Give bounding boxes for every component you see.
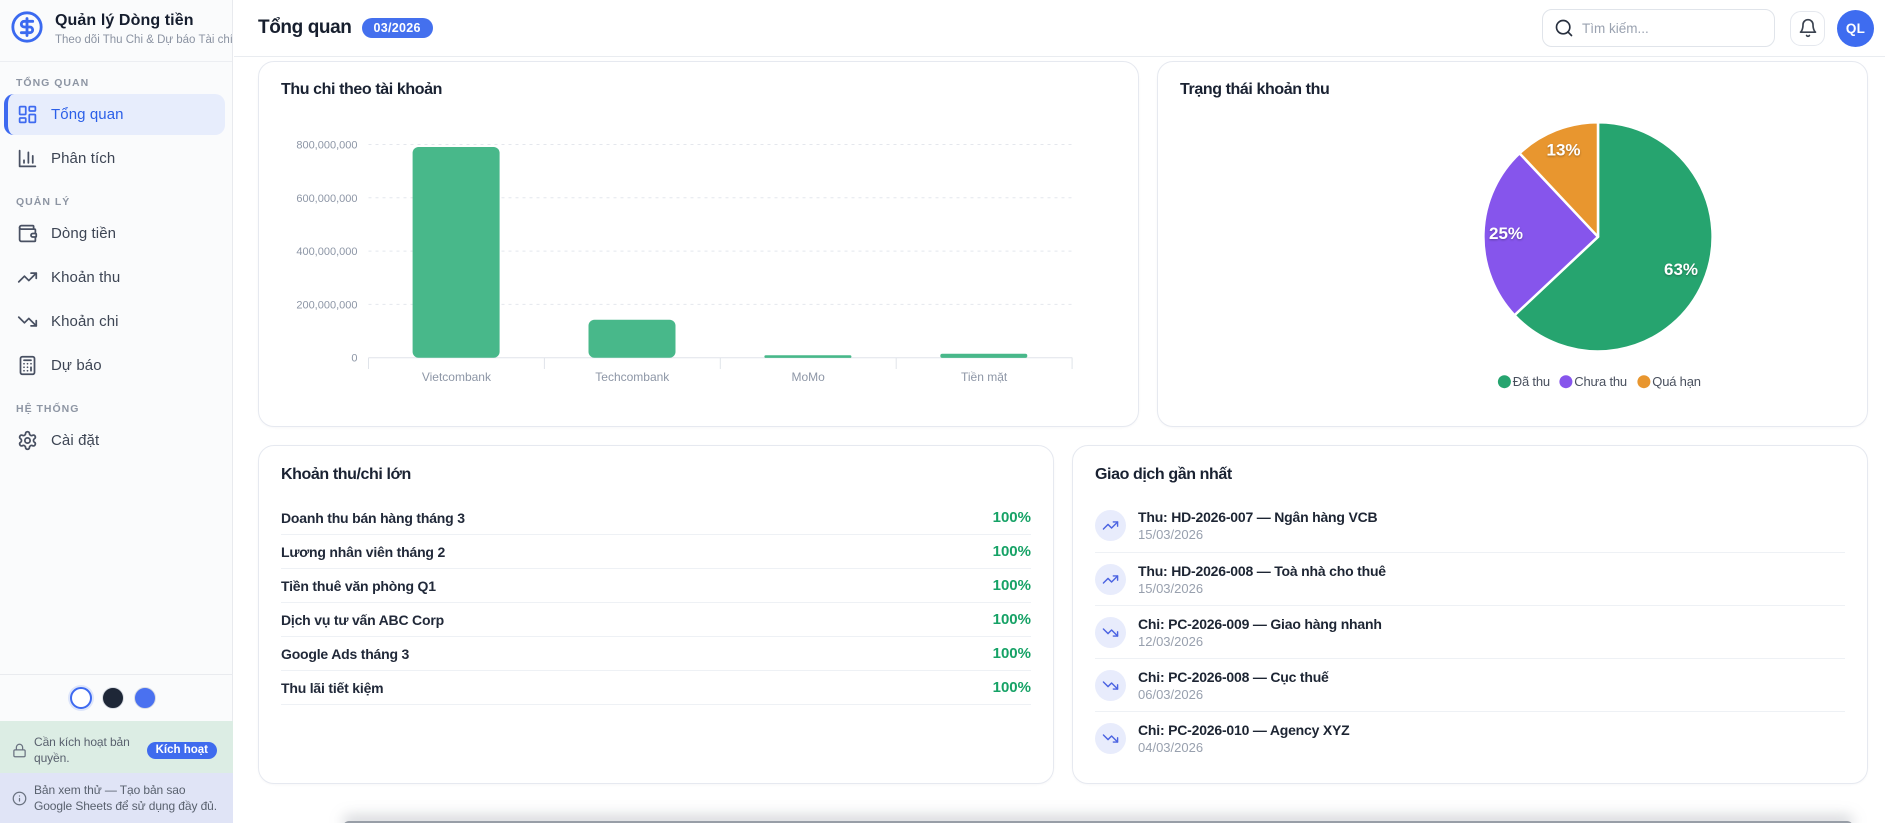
svg-text:Quá hạn: Quá hạn [1652,374,1700,389]
svg-text:Tiền mặt: Tiền mặt [961,370,1008,384]
svg-text:800,000,000: 800,000,000 [296,140,357,152]
svg-text:400,000,000: 400,000,000 [296,246,357,258]
svg-text:63%: 63% [1664,260,1698,279]
svg-text:Đã thu: Đã thu [1513,374,1550,389]
svg-text:25%: 25% [1489,224,1523,243]
svg-text:0: 0 [351,353,357,365]
svg-text:Vietcombank: Vietcombank [422,370,492,384]
svg-text:600,000,000: 600,000,000 [296,193,357,205]
svg-text:Techcombank: Techcombank [595,370,670,384]
svg-text:Chưa thu: Chưa thu [1574,374,1627,389]
svg-text:13%: 13% [1546,141,1580,160]
svg-text:200,000,000: 200,000,000 [296,299,357,311]
svg-text:MoMo: MoMo [792,370,826,384]
